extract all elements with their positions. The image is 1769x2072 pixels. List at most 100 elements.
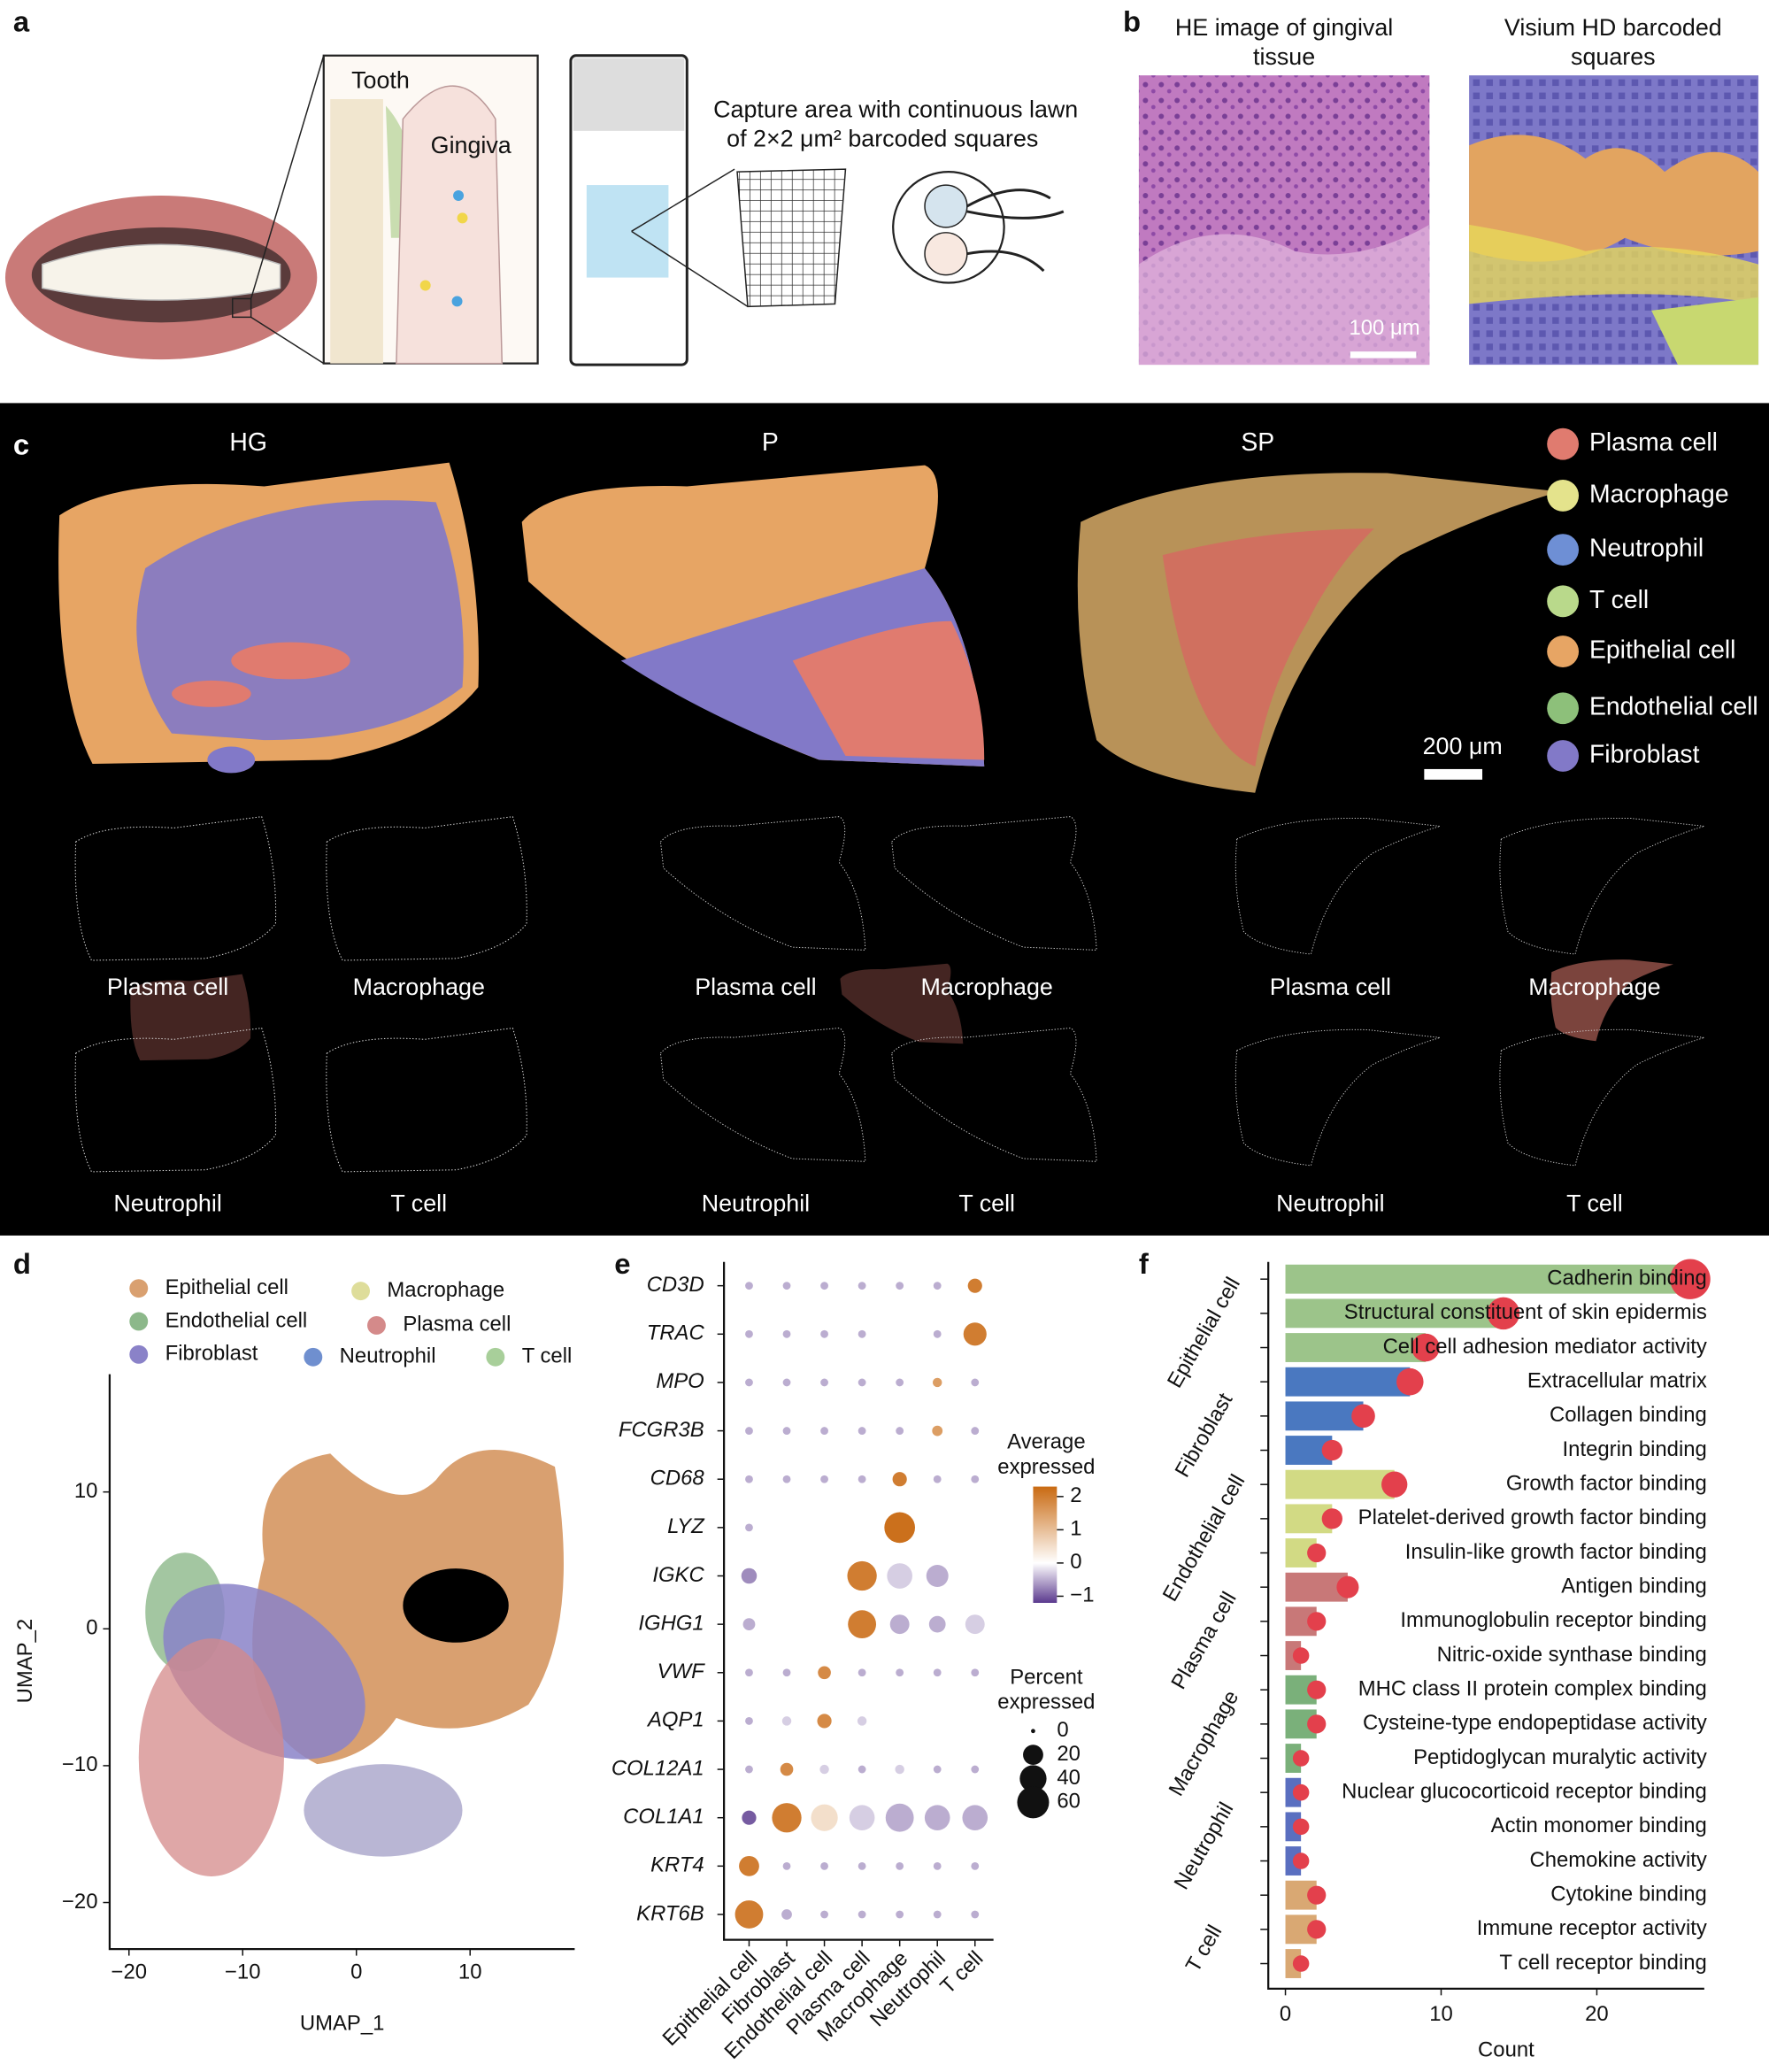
size-key bbox=[1019, 1765, 1047, 1792]
y-axis-label: UMAP_2 bbox=[13, 1619, 37, 1704]
bar bbox=[1285, 1264, 1691, 1294]
size-key bbox=[1031, 1729, 1035, 1734]
dot bbox=[858, 1282, 866, 1290]
bar-dot bbox=[1292, 1783, 1310, 1801]
size-title: Percent bbox=[1010, 1665, 1083, 1689]
axis bbox=[722, 1261, 994, 1941]
size-key-label: 0 bbox=[1057, 1718, 1068, 1742]
colorbar-tick-label: −1 bbox=[1070, 1583, 1094, 1607]
legend-label: Plasma cell bbox=[403, 1313, 511, 1336]
term-label: Cell cell adhesion mediator activity bbox=[1383, 1335, 1707, 1359]
dot bbox=[971, 1765, 980, 1774]
oligo bbox=[924, 184, 968, 228]
cell bbox=[419, 280, 431, 291]
label-tooth: Tooth bbox=[351, 67, 410, 94]
term-label: Extracellular matrix bbox=[1527, 1369, 1707, 1393]
term-label: Antigen binding bbox=[1561, 1575, 1707, 1598]
legend-label: Endothelial cell bbox=[1589, 693, 1758, 721]
term-label: Structural constituent of skin epidermis bbox=[1344, 1300, 1707, 1324]
visium-layer bbox=[1651, 297, 1759, 366]
mini-label: Macrophage bbox=[921, 974, 1053, 1000]
dot bbox=[745, 1329, 753, 1338]
dot bbox=[896, 1910, 904, 1919]
dot bbox=[820, 1910, 828, 1919]
dot bbox=[782, 1378, 791, 1387]
bar-dot bbox=[1321, 1439, 1342, 1461]
dot bbox=[858, 1378, 866, 1387]
dot bbox=[772, 1803, 802, 1833]
x-tick-label: 0 bbox=[1280, 2002, 1291, 2026]
dot bbox=[780, 1762, 794, 1776]
dot bbox=[896, 1378, 904, 1387]
mini-label: Plasma cell bbox=[695, 974, 816, 1000]
dot bbox=[887, 1563, 912, 1589]
dot bbox=[741, 1567, 758, 1584]
dot bbox=[813, 1565, 836, 1587]
x-tick-label: 10 bbox=[1429, 2002, 1453, 2026]
legend-label: Neutrophil bbox=[1589, 535, 1704, 563]
cell bbox=[457, 212, 468, 224]
legend-swatch bbox=[1547, 585, 1580, 618]
colorbar bbox=[1033, 1486, 1058, 1603]
dot bbox=[745, 1717, 753, 1725]
umap-cloud bbox=[138, 1638, 284, 1876]
dot bbox=[775, 1565, 798, 1587]
tissue-region bbox=[231, 642, 350, 680]
legend-label: Fibroblast bbox=[165, 1342, 258, 1366]
term-label: Insulin-like growth factor binding bbox=[1405, 1540, 1707, 1564]
dot bbox=[971, 1427, 980, 1435]
slide-label bbox=[573, 58, 685, 131]
y-tick-label: −20 bbox=[62, 1890, 98, 1914]
bar-dot bbox=[1336, 1575, 1359, 1598]
bar-dot bbox=[1381, 1471, 1408, 1498]
dot bbox=[849, 1805, 875, 1831]
group-label: Fibroblast bbox=[1171, 1389, 1238, 1482]
dot bbox=[963, 1322, 987, 1346]
dot bbox=[895, 1764, 904, 1775]
gene-label: TRAC bbox=[647, 1321, 705, 1345]
panel-b: HE image of gingival tissue Visium HD ba… bbox=[1138, 14, 1759, 366]
gene-label: AQP1 bbox=[646, 1708, 704, 1732]
mini-label: Neutrophil bbox=[1276, 1190, 1384, 1217]
dot bbox=[742, 1618, 756, 1631]
visium-epithelial bbox=[1469, 135, 1759, 262]
gene-label: KRT6B bbox=[636, 1901, 704, 1925]
term-label: Integrin binding bbox=[1563, 1437, 1707, 1461]
legend-swatch bbox=[1547, 534, 1580, 566]
dot bbox=[858, 1861, 866, 1870]
sample-label: SP bbox=[1241, 428, 1274, 457]
mini-label: T cell bbox=[390, 1190, 447, 1217]
term-label: Actin monomer binding bbox=[1491, 1814, 1707, 1837]
he-title: HE image of gingival bbox=[1175, 14, 1393, 41]
panel-c: 200 μm bbox=[58, 462, 1559, 793]
dot bbox=[781, 1522, 792, 1533]
legend-swatch bbox=[304, 1347, 323, 1367]
bar-dot bbox=[1487, 1297, 1520, 1330]
category-label: T cell bbox=[935, 1946, 988, 1999]
visium-title: squares bbox=[1571, 43, 1656, 70]
term-label: Collagen binding bbox=[1550, 1403, 1707, 1427]
y-tick-label: −10 bbox=[62, 1752, 98, 1776]
dot bbox=[932, 1715, 943, 1727]
dot bbox=[745, 1475, 753, 1483]
legend-swatch bbox=[1547, 635, 1580, 667]
term-label: Cadherin binding bbox=[1547, 1267, 1707, 1290]
dot bbox=[894, 1329, 905, 1340]
zoom-lines bbox=[631, 168, 749, 308]
gene-label: IGHG1 bbox=[638, 1611, 704, 1635]
term-label: Immune receptor activity bbox=[1477, 1916, 1707, 1940]
legend-label: Plasma cell bbox=[1589, 428, 1718, 457]
legend-swatch bbox=[1547, 692, 1580, 725]
term-label: Growth factor binding bbox=[1506, 1472, 1707, 1496]
mini-label: T cell bbox=[1566, 1190, 1623, 1217]
term-label: Peptidoglycan muralytic activity bbox=[1413, 1745, 1707, 1769]
tissue-region bbox=[792, 620, 985, 760]
tooth-shape bbox=[330, 99, 383, 364]
dot bbox=[967, 1278, 982, 1293]
tissue-region bbox=[1162, 528, 1374, 766]
dot bbox=[971, 1475, 980, 1483]
dot bbox=[970, 1522, 981, 1533]
legend-label: T cell bbox=[1589, 586, 1649, 614]
dot bbox=[858, 1427, 866, 1435]
term-label: Nuclear glucocorticoid receptor binding bbox=[1342, 1780, 1707, 1804]
